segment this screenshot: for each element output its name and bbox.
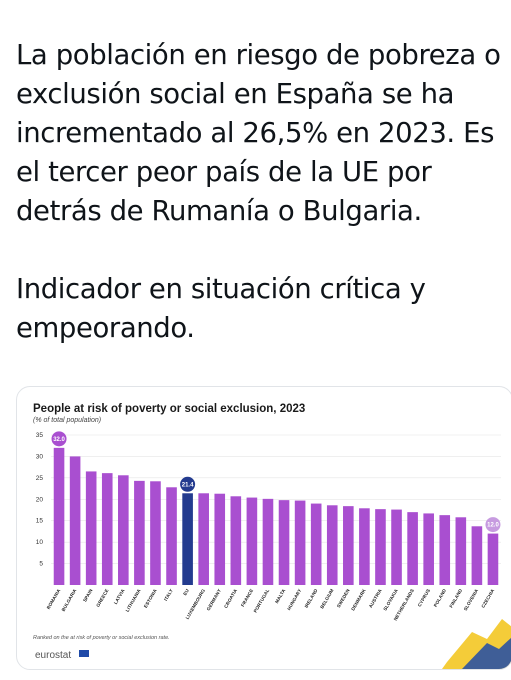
x-tick-label: BULGARIA xyxy=(61,587,78,612)
y-tick-label: 25 xyxy=(36,475,44,482)
bar xyxy=(278,500,290,585)
data-label: 21.4 xyxy=(182,482,194,488)
x-tick-label: LITHUANIA xyxy=(125,587,142,612)
x-tick-label: SWEDEN xyxy=(336,587,351,608)
bar xyxy=(439,515,451,585)
bar xyxy=(359,508,370,585)
y-tick-label: 15 xyxy=(36,518,44,525)
bar xyxy=(85,471,97,585)
eurostat-wordmark: eurostat xyxy=(35,650,71,661)
bar xyxy=(182,493,193,585)
bar xyxy=(246,497,258,585)
x-tick-label: PORTUGAL xyxy=(253,588,271,614)
x-tick-label: FRANCE xyxy=(240,588,254,608)
bar xyxy=(53,447,65,585)
bar xyxy=(294,500,306,585)
bar xyxy=(343,506,354,585)
bar xyxy=(150,481,161,585)
bar xyxy=(310,503,322,585)
x-tick-label: FINLAND xyxy=(448,587,463,608)
y-tick-label: 5 xyxy=(39,561,43,568)
eurostat-logo: eurostat xyxy=(35,650,89,661)
x-tick-label: SLOVENIA xyxy=(463,588,480,612)
x-tick-label: SPAIN xyxy=(82,588,94,603)
x-tick-label: HUNGARY xyxy=(286,588,302,611)
x-tick-label: SLOVAKIA xyxy=(382,588,399,612)
bar xyxy=(326,505,338,585)
data-label-marker xyxy=(51,431,67,447)
chart-title: People at risk of poverty or social excl… xyxy=(33,403,305,415)
bar-chart: People at risk of poverty or social excl… xyxy=(33,403,511,669)
bar xyxy=(455,517,467,585)
x-tick-label: ROMANIA xyxy=(46,588,62,611)
y-axis-ticks: 5 10 15 20 25 30 35 xyxy=(36,432,44,568)
data-label: 32.0 xyxy=(53,437,65,443)
bar xyxy=(230,496,242,585)
x-tick-label: MALTA xyxy=(274,588,287,605)
bar xyxy=(101,473,113,585)
x-tick-label: GREECE xyxy=(95,588,109,608)
x-tick-label: LATVIA xyxy=(113,588,126,606)
x-tick-label: BELGIUM xyxy=(319,588,334,610)
bar xyxy=(423,513,434,585)
chart-footnote: Ranked on the at risk of poverty or soci… xyxy=(33,635,170,641)
x-tick-label: CZECHIA xyxy=(480,588,495,609)
bar xyxy=(391,509,402,585)
bar xyxy=(407,512,418,585)
bar xyxy=(471,526,483,585)
chart-bars xyxy=(53,447,499,585)
x-tick-label: GERMANY xyxy=(206,588,222,611)
y-tick-label: 10 xyxy=(36,539,44,546)
data-label-marker xyxy=(485,517,501,533)
bar xyxy=(118,475,129,585)
chart-card[interactable]: People at risk of poverty or social excl… xyxy=(16,386,511,670)
bar xyxy=(198,493,209,585)
tweet-paragraph-2: Indicador en situación crítica y empeora… xyxy=(16,273,426,344)
y-tick-label: 35 xyxy=(36,432,44,439)
y-tick-label: 20 xyxy=(36,496,44,503)
x-tick-label: CYPRUS xyxy=(417,588,431,608)
eu-flag-icon xyxy=(79,650,89,657)
bar xyxy=(166,487,177,585)
y-tick-label: 30 xyxy=(36,453,44,460)
x-tick-label: ESTONIA xyxy=(143,588,158,609)
x-tick-label: IRELAND xyxy=(304,588,319,609)
x-tick-label: EU xyxy=(182,588,190,597)
bar xyxy=(487,533,499,585)
bar xyxy=(134,480,145,585)
chart-subtitle: (% of total population) xyxy=(33,417,101,424)
x-tick-label: AUSTRIA xyxy=(368,588,383,609)
bar xyxy=(69,456,81,585)
corner-decoration xyxy=(442,619,511,669)
data-labels: 32.0 21.4 12.0 xyxy=(51,431,501,533)
data-label-marker xyxy=(180,476,196,492)
x-tick-label: CROATIA xyxy=(223,588,238,609)
x-tick-label: POLAND xyxy=(433,587,448,607)
data-label: 12.0 xyxy=(487,523,499,529)
bar xyxy=(214,493,226,585)
x-tick-label: ITALY xyxy=(163,588,174,602)
tweet-paragraph-1: La población en riesgo de pobreza o excl… xyxy=(16,39,501,227)
x-axis-labels: ROMANIA BULGARIA SPAIN GREECE LATVIALITHUANI… xyxy=(46,587,496,621)
bar xyxy=(262,498,274,585)
bar xyxy=(375,509,386,585)
x-tick-label: DENMARK xyxy=(350,588,367,612)
tweet-text: La población en riesgo de pobreza o excl… xyxy=(16,36,506,348)
